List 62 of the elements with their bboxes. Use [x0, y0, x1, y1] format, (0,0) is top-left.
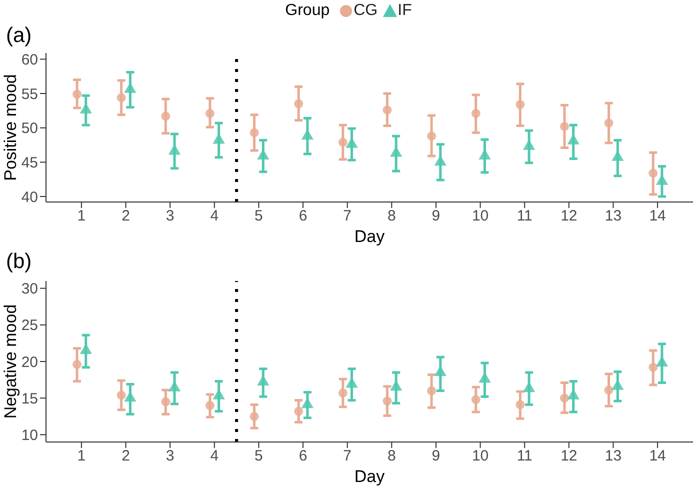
x-tick-label: 2: [122, 448, 130, 465]
x-tick-label: 4: [210, 448, 219, 465]
y-tick-label: 55: [21, 86, 38, 103]
y-tick-label: 15: [21, 390, 38, 408]
x-tick-label: 6: [298, 448, 308, 465]
point: [250, 128, 259, 138]
x-axis-title: Day: [354, 467, 386, 486]
x-tick-label: 3: [166, 448, 174, 465]
point: [161, 112, 170, 121]
x-tick-label: 5: [254, 208, 263, 225]
point: [471, 108, 480, 118]
x-tick-label: 12: [560, 208, 578, 225]
point: [516, 100, 525, 110]
point: [560, 122, 569, 131]
x-tick-label: 2: [122, 208, 130, 225]
legend-label: CG: [354, 2, 378, 20]
y-axis-title: Positive mood: [1, 74, 20, 181]
y-tick-label: 30: [21, 280, 38, 298]
point: [434, 155, 446, 166]
point: [72, 90, 82, 99]
legend-title: Group: [285, 2, 330, 20]
x-tick-label: 12: [560, 448, 578, 465]
x-tick-label: 3: [166, 208, 174, 225]
y-tick-label: 40: [21, 188, 38, 206]
y-tick-label: 20: [21, 354, 38, 371]
x-tick-label: 6: [298, 208, 308, 225]
point: [294, 99, 304, 108]
x-axis-title: Day: [354, 227, 386, 246]
y-tick-label: 45: [21, 154, 38, 172]
point: [382, 105, 392, 114]
x-tick-label: 4: [210, 208, 219, 225]
x-tick-label: 9: [432, 208, 440, 225]
x-tick-label: 8: [387, 448, 396, 465]
point: [338, 138, 348, 147]
point: [212, 133, 225, 144]
x-tick-label: 7: [343, 208, 352, 225]
point: [116, 93, 126, 102]
y-tick-label: 60: [21, 52, 38, 69]
x-tick-label: 1: [77, 448, 86, 465]
chart-title: (b): [6, 250, 32, 274]
x-tick-label: 10: [472, 208, 489, 225]
point: [604, 118, 614, 128]
chart-title: (a): [6, 24, 32, 48]
x-tick-label: 14: [649, 448, 666, 465]
x-tick-label: 13: [604, 448, 622, 465]
y-tick-label: 25: [21, 317, 38, 334]
x-tick-label: 9: [432, 448, 440, 465]
point: [205, 108, 214, 118]
y-axis-title: Negative mood: [1, 304, 20, 419]
x-tick-label: 11: [516, 208, 532, 225]
x-tick-label: 5: [254, 448, 263, 465]
y-tick-label: 50: [21, 120, 38, 138]
x-tick-label: 10: [472, 448, 489, 465]
x-tick-label: 8: [387, 208, 396, 225]
x-tick-label: 1: [77, 208, 86, 225]
x-tick-label: 11: [516, 448, 532, 465]
legend-label: IF: [398, 2, 412, 20]
x-tick-label: 13: [604, 208, 622, 225]
x-tick-label: 7: [343, 448, 352, 465]
x-tick-label: 14: [649, 208, 666, 225]
y-tick-label: 10: [21, 427, 38, 444]
point: [427, 132, 436, 141]
